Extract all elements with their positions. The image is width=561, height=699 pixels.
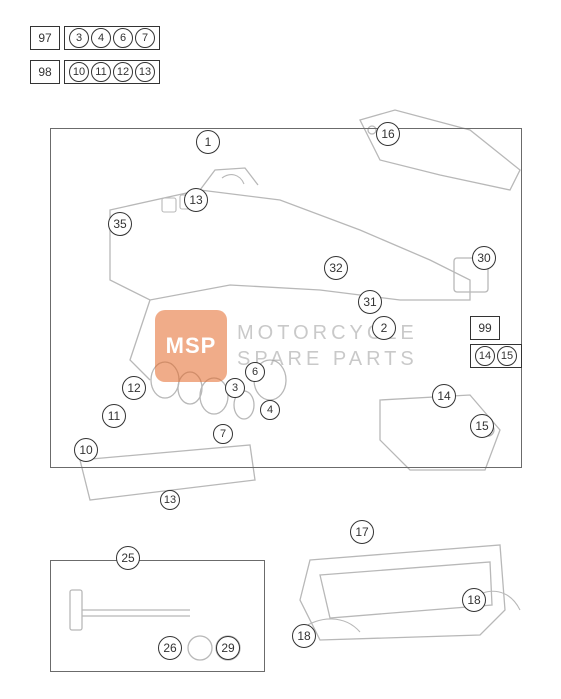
callout-number: 6 xyxy=(252,367,258,378)
callout-number: 35 xyxy=(113,218,126,230)
group-item-7: 7 xyxy=(135,28,155,48)
callout-number: 26 xyxy=(163,642,176,654)
group-item-6: 6 xyxy=(113,28,133,48)
callout-number: 32 xyxy=(329,262,342,274)
callout-30: 30 xyxy=(472,246,496,270)
group-box-98: 10111213 xyxy=(64,60,160,84)
callout-number: 2 xyxy=(381,322,388,334)
callout-13: 13 xyxy=(184,188,208,212)
callout-number: 25 xyxy=(121,552,134,564)
group-item-3: 3 xyxy=(69,28,89,48)
callout-31: 31 xyxy=(358,290,382,314)
callout-16: 16 xyxy=(376,122,400,146)
group-label-text: 99 xyxy=(478,321,491,335)
group-label-98: 98 xyxy=(30,60,60,84)
callout-2: 2 xyxy=(372,316,396,340)
callout-6: 6 xyxy=(245,362,265,382)
group-label-97: 97 xyxy=(30,26,60,50)
callout-4: 4 xyxy=(260,400,280,420)
callout-number: 3 xyxy=(232,383,238,394)
callout-number: 10 xyxy=(79,444,92,456)
diagram-canvas: MSP MOTORCYCLE SPARE PARTS 9734679810111… xyxy=(0,0,561,699)
callout-14: 14 xyxy=(432,384,456,408)
callout-number: 13 xyxy=(189,194,202,206)
callout-number: 1 xyxy=(205,136,212,148)
callout-32: 32 xyxy=(324,256,348,280)
group-item-4: 4 xyxy=(91,28,111,48)
callout-18: 18 xyxy=(292,624,316,648)
callout-13: 13 xyxy=(160,490,180,510)
group-label-99: 99 xyxy=(470,316,500,340)
callout-number: 14 xyxy=(437,390,450,402)
callout-11: 11 xyxy=(102,404,126,428)
group-label-text: 98 xyxy=(38,65,51,79)
callout-26: 26 xyxy=(158,636,182,660)
callout-number: 7 xyxy=(220,429,226,440)
callout-15: 15 xyxy=(470,414,494,438)
callout-number: 15 xyxy=(475,420,488,432)
group-item-11: 11 xyxy=(91,62,111,82)
callout-7: 7 xyxy=(213,424,233,444)
group-item-13: 13 xyxy=(135,62,155,82)
callout-number: 16 xyxy=(381,128,394,140)
callout-29: 29 xyxy=(216,636,240,660)
callout-17: 17 xyxy=(350,520,374,544)
callout-number: 13 xyxy=(164,495,176,506)
group-item-12: 12 xyxy=(113,62,133,82)
callout-number: 29 xyxy=(221,642,234,654)
callout-number: 12 xyxy=(127,382,140,394)
callout-10: 10 xyxy=(74,438,98,462)
callout-number: 18 xyxy=(467,594,480,606)
callout-12: 12 xyxy=(122,376,146,400)
callout-25: 25 xyxy=(116,546,140,570)
callout-3: 3 xyxy=(225,378,245,398)
callout-number: 30 xyxy=(477,252,490,264)
callout-number: 11 xyxy=(108,410,120,422)
callout-number: 18 xyxy=(297,630,310,642)
callout-18: 18 xyxy=(462,588,486,612)
callout-number: 17 xyxy=(355,526,368,538)
callout-number: 31 xyxy=(363,296,376,308)
group-box-99: 1415 xyxy=(470,344,522,368)
group-item-10: 10 xyxy=(69,62,89,82)
callout-35: 35 xyxy=(108,212,132,236)
group-label-text: 97 xyxy=(38,31,51,45)
group-item-14: 14 xyxy=(475,346,495,366)
callout-1: 1 xyxy=(196,130,220,154)
callout-number: 4 xyxy=(267,405,273,416)
group-item-15: 15 xyxy=(497,346,517,366)
group-box-97: 3467 xyxy=(64,26,160,50)
